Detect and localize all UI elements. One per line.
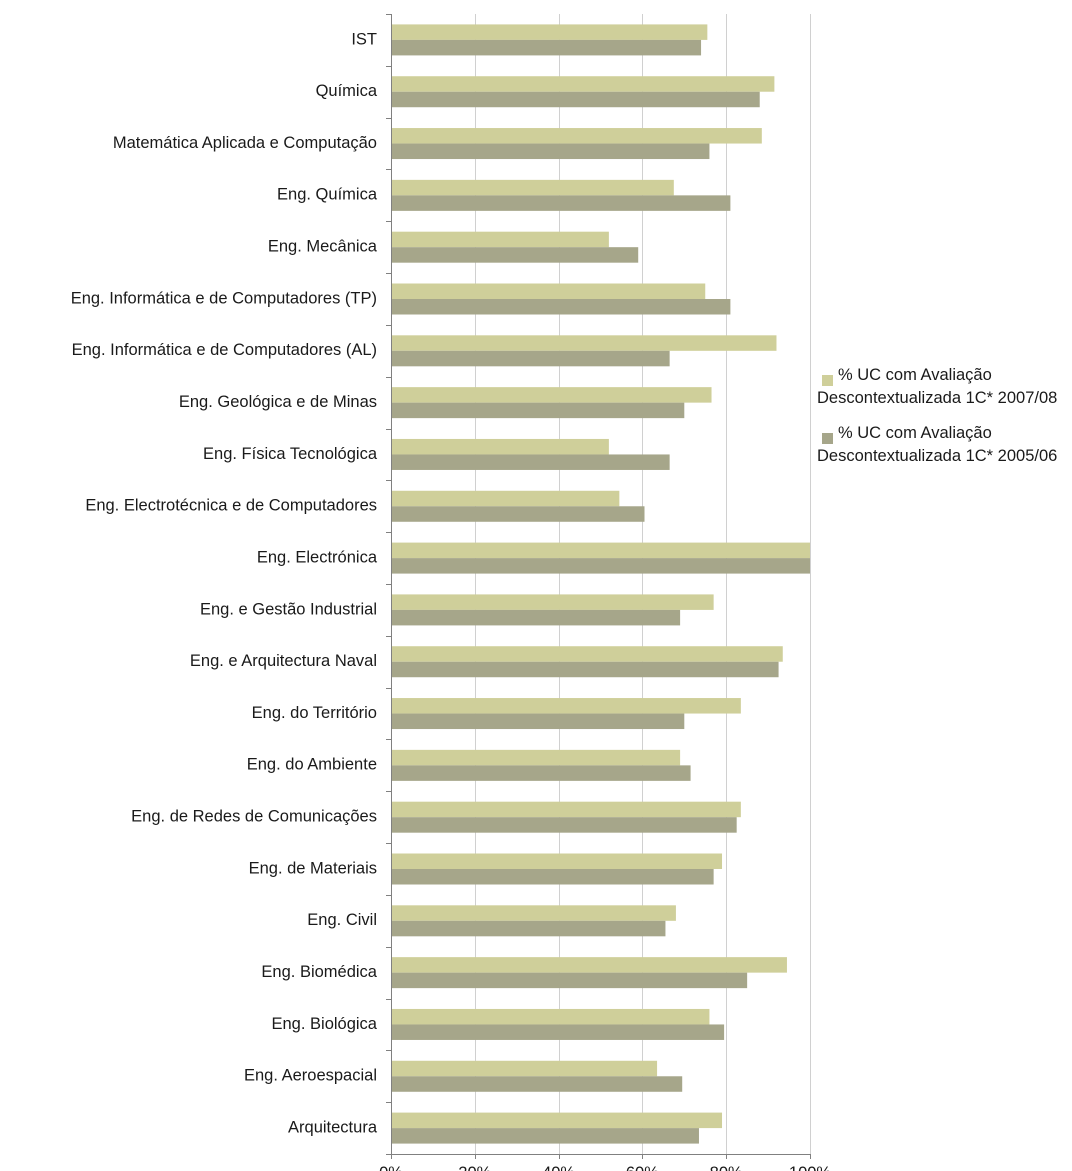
x-tick-label: 80% — [710, 1164, 743, 1171]
category-label: Química — [316, 82, 378, 100]
bar-series1-3 — [391, 179, 674, 196]
category-label: Eng. Informática e de Computadores (AL) — [72, 341, 377, 359]
legend-label-2: Descontextualizada 1C* 2005/06 — [817, 447, 1057, 465]
bar-series2-12 — [391, 661, 779, 678]
category-label: Eng. do Ambiente — [247, 756, 377, 774]
bar-series1-0 — [391, 24, 708, 40]
bar-series2-11 — [391, 609, 681, 626]
bar-series2-16 — [391, 869, 714, 885]
bar-series1-14 — [391, 749, 681, 766]
bar-series2-7 — [391, 402, 685, 419]
x-tick-label: 100% — [789, 1164, 832, 1171]
x-tick-labels: 0% 20% 40% 60% 80% 100% — [379, 1164, 831, 1171]
category-label: Eng. Electrotécnica e de Computadores — [85, 497, 377, 515]
bar-series2-14 — [391, 765, 691, 781]
bar-series2-9 — [391, 506, 645, 522]
bar-series2-4 — [391, 247, 639, 263]
bar-series1-16 — [391, 853, 723, 869]
category-label: Eng. Civil — [307, 911, 377, 929]
legend: % UC com Avaliação Descontextualizada 1C*… — [817, 366, 1057, 465]
legend-swatch-1 — [822, 375, 833, 386]
bar-series2-19 — [391, 1024, 725, 1040]
bar-series2-8 — [391, 454, 670, 470]
category-label: Eng. Electrónica — [257, 548, 378, 566]
category-label: Eng. Aeroespacial — [244, 1067, 377, 1085]
category-label: Eng. Biomédica — [261, 963, 377, 981]
category-label: Eng. e Arquitectura Naval — [190, 652, 377, 670]
category-label: Eng. Química — [277, 186, 378, 204]
bar-series1-21 — [391, 1112, 723, 1129]
bar-series1-1 — [391, 76, 775, 92]
bar-series2-20 — [391, 1076, 683, 1092]
x-tick-label: 60% — [626, 1164, 659, 1171]
legend-label-1: % UC com Avaliação — [838, 366, 992, 384]
bar-series2-0 — [391, 39, 702, 56]
category-label: Eng. de Materiais — [249, 859, 377, 877]
bar-series2-13 — [391, 713, 685, 730]
legend-swatch-2 — [822, 433, 833, 444]
bar-series1-2 — [391, 128, 762, 144]
category-label: Eng. Mecânica — [268, 238, 378, 256]
category-label: Eng. Física Tecnológica — [203, 445, 378, 463]
bar-series1-11 — [391, 594, 714, 610]
x-tick-label: 40% — [542, 1164, 575, 1171]
bar-series1-4 — [391, 231, 609, 248]
category-label: Eng. e Gestão Industrial — [200, 600, 377, 618]
bar-series1-18 — [391, 957, 787, 973]
bar-series2-3 — [391, 195, 731, 211]
bar-series2-15 — [391, 817, 737, 833]
bar-series1-20 — [391, 1060, 658, 1077]
category-label: Matemática Aplicada e Computação — [113, 134, 377, 152]
bars — [391, 24, 810, 1144]
category-label: Eng. Biológica — [272, 1015, 378, 1033]
bar-series1-10 — [391, 542, 810, 559]
axes — [386, 14, 811, 1159]
bar-series1-15 — [391, 801, 741, 818]
bar-series2-5 — [391, 299, 731, 315]
bar-series2-6 — [391, 350, 670, 367]
category-label: Arquitectura — [288, 1118, 378, 1136]
bar-series1-5 — [391, 283, 706, 299]
bar-series2-10 — [391, 558, 810, 574]
bar-series2-17 — [391, 920, 666, 937]
bar-series1-13 — [391, 698, 741, 714]
bar-series1-7 — [391, 387, 712, 403]
bar-series1-9 — [391, 490, 620, 507]
legend-label-1: Descontextualizada 1C* 2007/08 — [817, 389, 1057, 407]
bar-series1-12 — [391, 646, 783, 662]
bar-series2-1 — [391, 91, 760, 108]
category-label: Eng. Geológica e de Minas — [179, 393, 377, 411]
bar-series1-6 — [391, 335, 777, 351]
category-label: Eng. Informática e de Computadores (TP) — [71, 289, 377, 307]
x-tick-label: 0% — [379, 1164, 403, 1171]
bar-series2-18 — [391, 972, 748, 989]
category-label: Eng. do Território — [252, 704, 377, 722]
bar-series1-8 — [391, 438, 609, 455]
category-label: IST — [351, 30, 377, 48]
bar-series1-17 — [391, 905, 676, 921]
category-label: Eng. de Redes de Comunicações — [131, 808, 377, 826]
legend-label-2: % UC com Avaliação — [838, 424, 992, 442]
x-tick-label: 20% — [458, 1164, 491, 1171]
bar-series1-19 — [391, 1008, 710, 1025]
bar-series2-2 — [391, 143, 710, 160]
bar-series2-21 — [391, 1128, 699, 1144]
category-labels: IST Química Matemática Aplicada e Computaç… — [71, 30, 378, 1136]
